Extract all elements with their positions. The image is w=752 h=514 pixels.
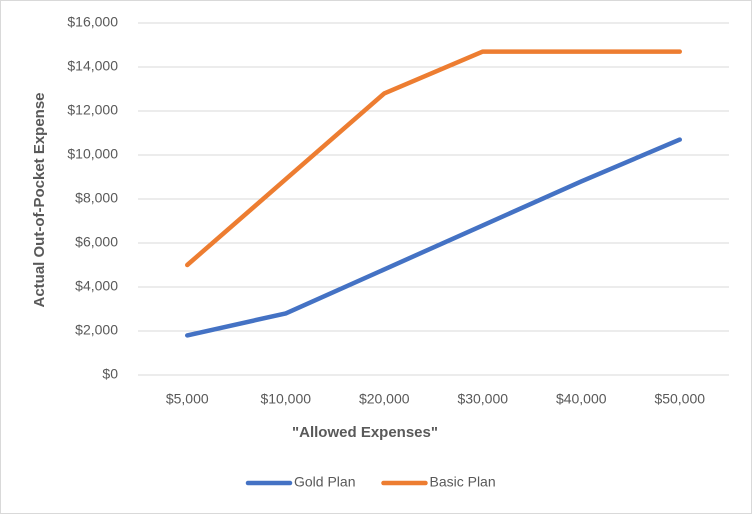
y-tick-label: $14,000 xyxy=(67,58,118,74)
legend-label: Basic Plan xyxy=(429,474,495,490)
x-tick-label: $20,000 xyxy=(359,391,410,407)
y-tick-label: $10,000 xyxy=(67,146,118,162)
y-tick-label: $8,000 xyxy=(75,190,118,206)
x-tick-label: $5,000 xyxy=(166,391,209,407)
x-tick-label: $10,000 xyxy=(260,391,311,407)
y-axis-label: Actual Out-of-Pocket Expense xyxy=(31,92,48,307)
x-tick-label: $50,000 xyxy=(654,391,705,407)
y-tick-label: $4,000 xyxy=(75,278,118,294)
y-tick-label: $12,000 xyxy=(67,102,118,118)
line-series xyxy=(185,137,682,338)
y-tick-label: $2,000 xyxy=(75,322,118,338)
x-tick-label: $30,000 xyxy=(457,391,508,407)
y-tick-label: $6,000 xyxy=(75,234,118,250)
x-axis-label: "Allowed Expenses" xyxy=(292,424,438,441)
x-tick-label: $40,000 xyxy=(556,391,607,407)
legend-label: Gold Plan xyxy=(294,474,355,490)
line-series xyxy=(185,49,682,268)
y-tick-label: $16,000 xyxy=(67,14,118,30)
y-tick-label: $0 xyxy=(102,366,118,382)
